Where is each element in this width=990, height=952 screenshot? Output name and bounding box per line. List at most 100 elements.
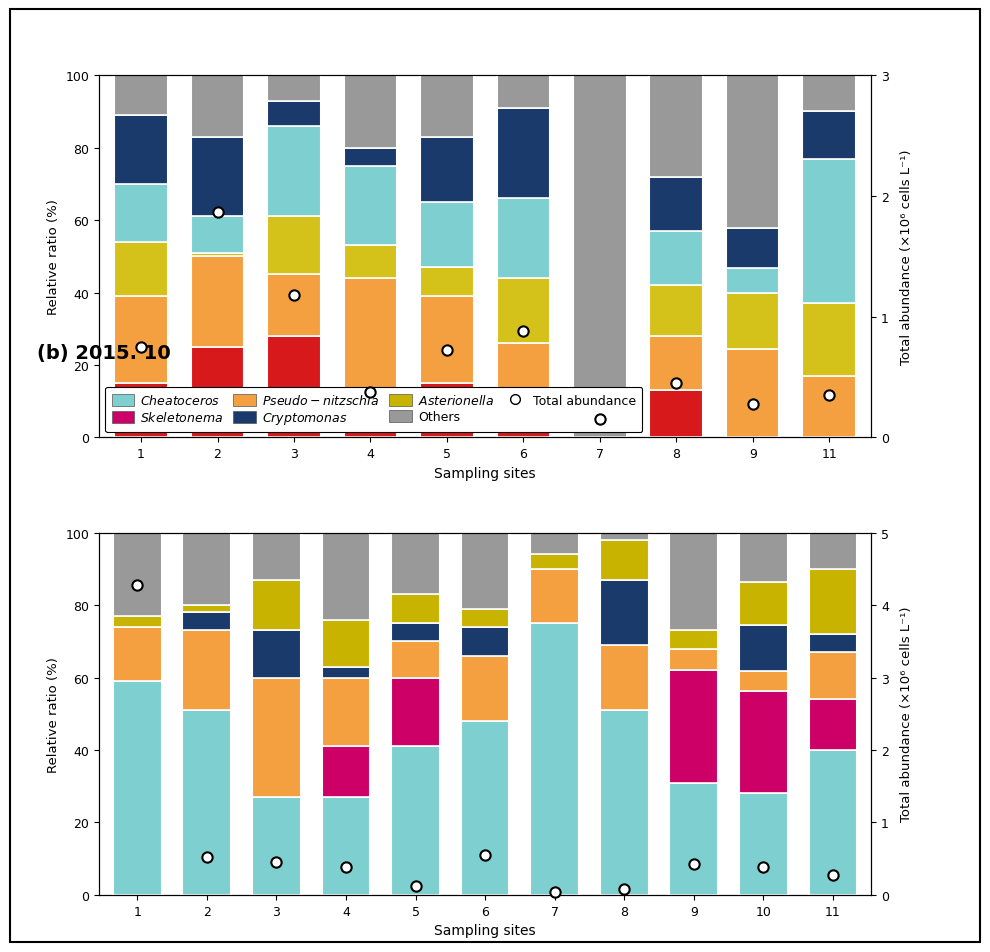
Bar (739, 533, 788, 583)
Point (286, 288, 302, 304)
Bar (420, 76, 473, 138)
Bar (802, 376, 856, 438)
Bar (252, 631, 301, 678)
Bar (391, 624, 440, 642)
Legend: $\it{Cheatoceros}$, $\it{Skeletonema}$, $\it{Pseudo-nitzschia}$, $\it{Cryptomona: $\it{Cheatoceros}$, $\it{Skeletonema}$, … (105, 387, 643, 433)
Bar (252, 533, 301, 580)
Bar (114, 243, 168, 297)
Y-axis label: Relative ratio (%): Relative ratio (%) (47, 656, 59, 772)
Bar (809, 750, 857, 895)
Bar (726, 76, 779, 228)
Bar (420, 384, 473, 438)
Bar (802, 112, 856, 159)
Bar (809, 569, 857, 634)
Bar (809, 533, 857, 569)
Y-axis label: Total abundance (×10⁶ cells L⁻¹): Total abundance (×10⁶ cells L⁻¹) (900, 149, 913, 365)
Bar (391, 595, 440, 624)
Bar (649, 337, 703, 391)
Bar (802, 76, 856, 112)
Bar (809, 700, 857, 750)
Bar (726, 293, 779, 349)
Bar (267, 275, 321, 337)
Bar (113, 627, 161, 682)
Bar (497, 76, 550, 109)
Bar (497, 406, 550, 438)
Bar (267, 102, 321, 127)
Bar (600, 541, 648, 580)
Bar (114, 116, 168, 185)
Bar (420, 268, 473, 297)
Bar (669, 649, 718, 670)
Bar (739, 583, 788, 625)
Bar (344, 430, 397, 438)
Bar (391, 533, 440, 595)
Point (268, 855, 284, 870)
Bar (739, 625, 788, 671)
Bar (191, 76, 245, 138)
Bar (739, 691, 788, 793)
Point (822, 388, 838, 404)
Bar (649, 391, 703, 438)
Point (825, 867, 841, 883)
Bar (391, 678, 440, 746)
Bar (460, 722, 510, 895)
Bar (191, 217, 245, 253)
Bar (252, 797, 301, 895)
Bar (344, 279, 397, 430)
Bar (322, 797, 370, 895)
Bar (113, 533, 161, 616)
Bar (322, 667, 370, 678)
Point (130, 578, 146, 593)
Bar (497, 344, 550, 406)
Bar (669, 783, 718, 895)
Bar (344, 76, 397, 149)
Bar (649, 286, 703, 337)
Bar (573, 76, 627, 438)
Bar (531, 555, 579, 569)
Bar (669, 533, 718, 631)
Point (210, 205, 226, 220)
Bar (649, 76, 703, 177)
Bar (322, 678, 370, 746)
Bar (726, 228, 779, 269)
Bar (809, 652, 857, 700)
Bar (191, 138, 245, 217)
Bar (600, 533, 648, 541)
Bar (497, 279, 550, 344)
Bar (344, 247, 397, 279)
Bar (322, 533, 370, 620)
Point (133, 340, 148, 355)
Point (686, 857, 702, 872)
Bar (182, 631, 232, 710)
Y-axis label: Relative ratio (%): Relative ratio (%) (47, 199, 59, 315)
Point (408, 879, 424, 894)
Point (546, 884, 562, 900)
Bar (802, 159, 856, 304)
Bar (726, 349, 779, 438)
Bar (114, 384, 168, 438)
Bar (344, 167, 397, 247)
Point (439, 344, 454, 359)
Point (338, 860, 353, 875)
Bar (191, 257, 245, 347)
Bar (182, 605, 232, 613)
Bar (739, 671, 788, 691)
Bar (420, 297, 473, 384)
Bar (114, 76, 168, 116)
Bar (531, 569, 579, 624)
Bar (391, 642, 440, 678)
Bar (420, 138, 473, 203)
Point (744, 397, 760, 412)
Bar (182, 613, 232, 631)
Bar (531, 624, 579, 895)
Bar (460, 609, 510, 627)
Bar (322, 620, 370, 667)
Bar (460, 656, 510, 722)
Bar (809, 634, 857, 652)
Bar (669, 670, 718, 783)
Point (477, 847, 493, 863)
Bar (267, 337, 321, 438)
Bar (649, 177, 703, 231)
Bar (267, 76, 321, 102)
Bar (600, 710, 648, 895)
